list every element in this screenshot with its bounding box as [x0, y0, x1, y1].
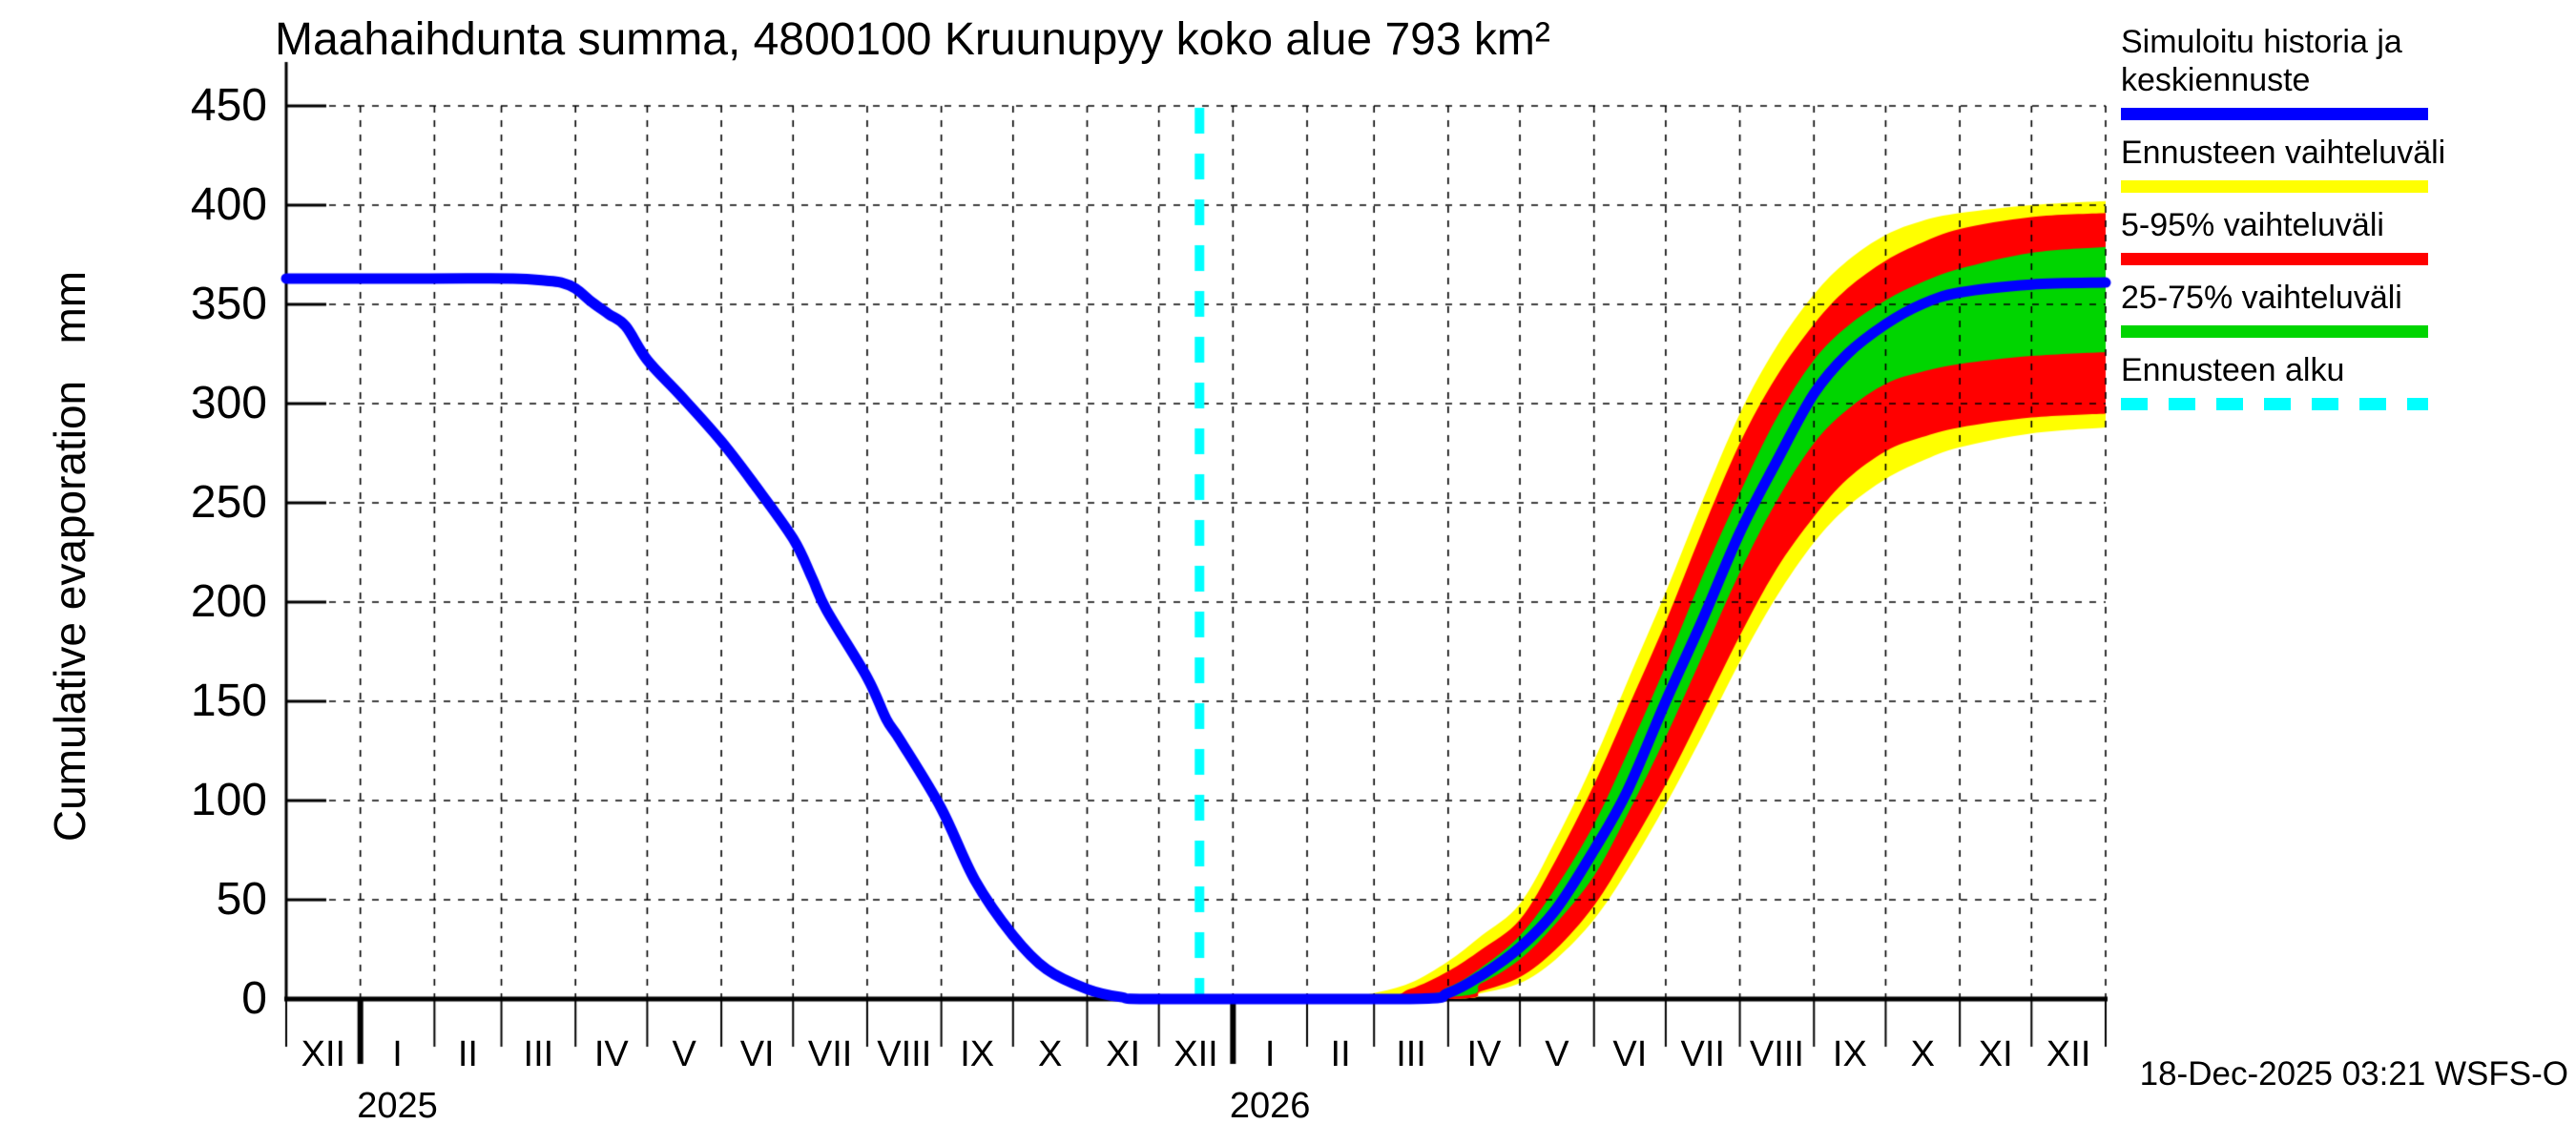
- y-tick-label: 400: [190, 179, 267, 230]
- x-month-label: VI: [739, 1034, 775, 1074]
- legend: Simuloitu historia ja keskiennuste Ennus…: [2121, 23, 2573, 424]
- legend-entry-5-95-range: 5-95% vaihteluväli: [2121, 206, 2573, 265]
- x-month-label: XII: [301, 1034, 346, 1074]
- x-month-label: II: [1330, 1034, 1351, 1074]
- y-tick-label: 250: [190, 477, 267, 528]
- y-tick-label: 100: [190, 775, 267, 825]
- y-tick-label: 200: [190, 576, 267, 627]
- x-month-label: III: [1396, 1034, 1426, 1074]
- chart-title: Maahaihdunta summa, 4800100 Kruunupyy ko…: [275, 14, 1550, 65]
- x-month-label: IV: [1466, 1034, 1502, 1074]
- x-month-label: VII: [807, 1034, 853, 1074]
- x-month-label: IX: [960, 1034, 995, 1074]
- x-month-label: XI: [1978, 1034, 2013, 1074]
- y-tick-label: 50: [216, 874, 267, 925]
- x-month-label: V: [672, 1034, 696, 1074]
- timestamp: 18-Dec-2025 03:21 WSFS-O: [2139, 1055, 2568, 1093]
- legend-swatch-red-line: [2121, 253, 2428, 265]
- x-month-label: II: [457, 1034, 478, 1074]
- legend-swatch-green-line: [2121, 325, 2428, 338]
- x-month-label: III: [523, 1034, 554, 1074]
- x-month-label: VI: [1612, 1034, 1648, 1074]
- x-month-label: X: [1037, 1034, 1063, 1074]
- x-year-label: 2026: [1229, 1086, 1311, 1126]
- x-month-label: V: [1545, 1034, 1569, 1074]
- legend-swatch-yellow-line: [2121, 180, 2428, 193]
- y-tick-label: 150: [190, 676, 267, 726]
- x-month-label: VIII: [877, 1034, 932, 1074]
- y-tick-label: 0: [241, 973, 267, 1024]
- y-tick-label: 450: [190, 80, 267, 131]
- legend-label: 25-75% vaihteluväli: [2121, 280, 2402, 316]
- x-month-label: I: [1264, 1034, 1276, 1074]
- legend-label: Ennusteen vaihteluväli: [2121, 135, 2446, 171]
- legend-entry-forecast-start: Ennusteen alku: [2121, 351, 2573, 410]
- legend-label: Simuloitu historia ja keskiennuste: [2121, 24, 2402, 98]
- x-month-label: I: [392, 1034, 403, 1074]
- x-year-label: 2025: [357, 1086, 438, 1126]
- legend-entry-history-median: Simuloitu historia ja keskiennuste: [2121, 23, 2573, 120]
- y-tick-label: 300: [190, 378, 267, 428]
- legend-swatch-cyan-dashed-line: [2121, 398, 2428, 410]
- y-axis-label: Cumulative evaporation mm: [45, 270, 94, 843]
- legend-entry-25-75-range: 25-75% vaihteluväli: [2121, 279, 2573, 338]
- x-month-label: VII: [1680, 1034, 1725, 1074]
- x-month-label: X: [1910, 1034, 1935, 1074]
- x-month-label: VIII: [1749, 1034, 1804, 1074]
- legend-entry-forecast-range: Ennusteen vaihteluväli: [2121, 134, 2573, 193]
- legend-swatch-blue-line: [2121, 108, 2428, 120]
- x-month-label: IV: [593, 1034, 629, 1074]
- legend-label: 5-95% vaihteluväli: [2121, 207, 2384, 243]
- x-month-label: XII: [2046, 1034, 2091, 1074]
- x-month-label: IX: [1832, 1034, 1867, 1074]
- legend-label: Ennusteen alku: [2121, 352, 2345, 388]
- y-tick-label: 350: [190, 279, 267, 329]
- x-month-label: XII: [1174, 1034, 1218, 1074]
- x-month-label: XI: [1106, 1034, 1141, 1074]
